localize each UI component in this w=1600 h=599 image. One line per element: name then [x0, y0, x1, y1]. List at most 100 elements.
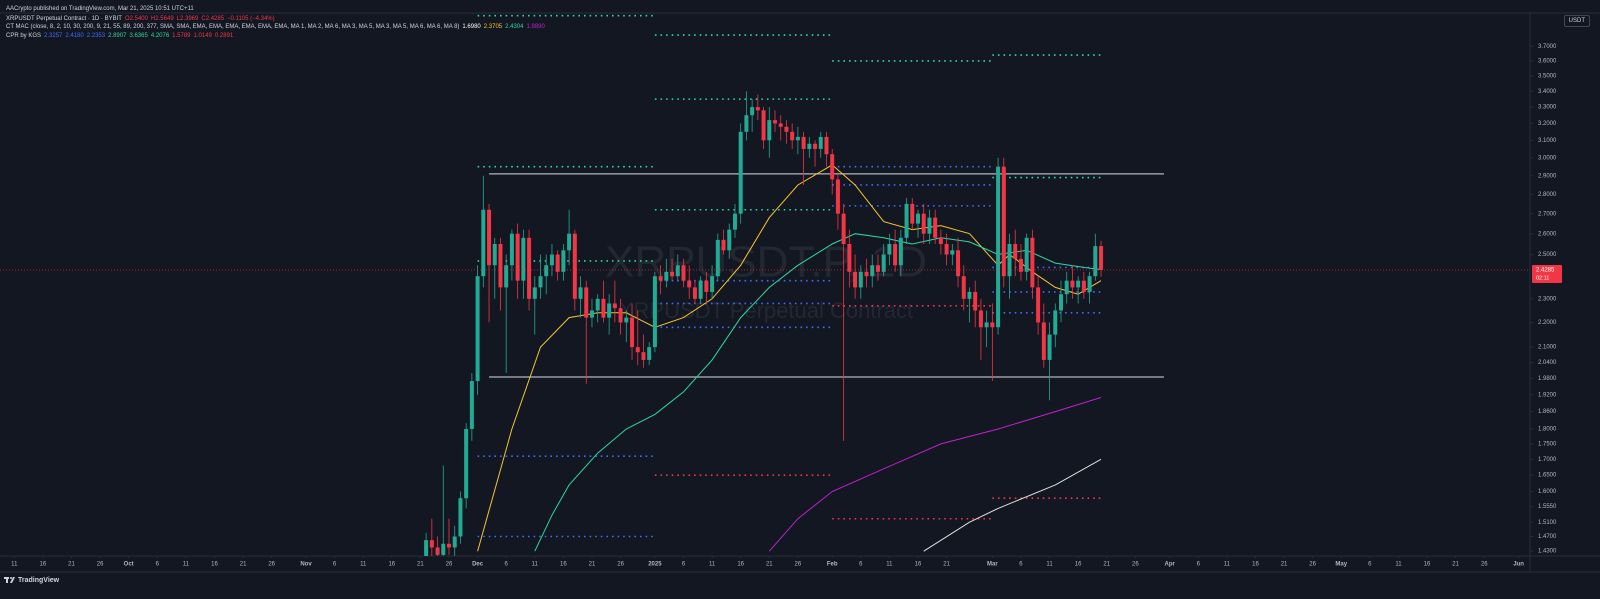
candle-body: [1001, 166, 1006, 277]
candle-body: [664, 271, 669, 281]
candle-body: [561, 250, 566, 272]
candle-body: [670, 271, 675, 277]
candle-body: [853, 271, 858, 288]
x-tick-label: Jun: [1513, 562, 1524, 568]
x-tick-label: 21: [943, 562, 950, 568]
legend-row: CT MAC (close, 8, 2, 10, 30, 200, 9, 21,…: [6, 23, 548, 32]
candle-body: [893, 244, 898, 266]
x-tick-label: 26: [1309, 562, 1316, 568]
candle-body: [898, 237, 903, 266]
candle-body: [801, 136, 806, 149]
candle-body: [784, 126, 789, 132]
y-tick-label: 1.4700: [1538, 534, 1557, 540]
legend-item: CPR by KGS: [6, 32, 42, 39]
legend-item: 1.5789: [172, 32, 191, 39]
x-tick-label: 21: [1281, 562, 1288, 568]
candle-body: [452, 536, 457, 548]
candle-body: [1007, 244, 1012, 277]
y-tick-label: 2.8000: [1538, 192, 1557, 198]
x-tick-label: 21: [589, 562, 596, 568]
x-tick-label: 6: [1368, 562, 1372, 568]
x-tick-label: Apr: [1164, 562, 1175, 568]
x-tick-label: 11: [709, 562, 716, 568]
candle-body: [956, 250, 961, 277]
candle-body: [1099, 246, 1104, 270]
x-tick-label: May: [1335, 562, 1347, 568]
x-tick-label: 6: [859, 562, 863, 568]
candle-body: [1047, 334, 1052, 360]
candle-body: [1013, 244, 1018, 259]
x-tick-label: 16: [737, 562, 744, 568]
x-tick-label: 26: [1481, 562, 1488, 568]
candle-body: [635, 347, 640, 353]
candle-body: [807, 143, 812, 149]
y-tick-label: 1.9800: [1538, 376, 1557, 382]
candle-body: [738, 131, 743, 214]
candle-body: [973, 291, 978, 311]
x-tick-label: 26: [268, 562, 275, 568]
x-tick-label: 16: [211, 562, 218, 568]
candle-body: [910, 203, 915, 224]
currency-button[interactable]: USDT: [1563, 15, 1590, 27]
x-tick-label: 11: [1224, 562, 1231, 568]
candle-body: [732, 213, 737, 230]
legend-item: 1.0149: [193, 32, 212, 39]
x-tick-label: 16: [560, 562, 567, 568]
byline: AACrypto published on TradingView.com, M…: [6, 6, 194, 12]
candle-body: [469, 381, 474, 429]
y-tick-label: 3.0000: [1538, 155, 1557, 161]
candle-body: [424, 540, 429, 556]
candle-body: [1024, 237, 1029, 272]
plot-area: [0, 14, 1530, 556]
x-tick-label: 21: [240, 562, 247, 568]
y-tick-label: 1.9200: [1538, 392, 1557, 398]
y-tick-label: 2.7000: [1538, 211, 1557, 217]
candle-body: [567, 233, 572, 251]
candle-body: [475, 276, 480, 382]
candle-body: [624, 317, 629, 323]
candle-body: [435, 547, 440, 555]
x-tick-label: 16: [1424, 562, 1431, 568]
countdown: 02:11: [1536, 275, 1549, 281]
candle-body: [841, 213, 846, 245]
candle-body: [830, 154, 835, 180]
candle-body: [607, 303, 612, 318]
ma-line: [923, 458, 1102, 552]
candle-body: [487, 209, 492, 266]
x-tick-label: 16: [1252, 562, 1259, 568]
candle-body: [710, 276, 715, 292]
candle-body: [589, 310, 594, 318]
legend: AACrypto published on TradingView.com, M…: [6, 5, 548, 40]
legend-item: L2.3969: [176, 15, 199, 22]
candle-body: [927, 217, 932, 234]
x-tick-label: 11: [1395, 562, 1402, 568]
candle-body: [704, 280, 709, 292]
candle-body: [824, 136, 829, 155]
candle-body: [727, 229, 732, 251]
candle-body: [687, 280, 692, 288]
legend-item: C2.4285: [201, 15, 225, 22]
y-tick-label: 3.7000: [1538, 44, 1557, 50]
legend-row: CPR by KGS 2.3257 2.4180 2.2353 2.8907 3.6365…: [6, 32, 548, 41]
candle-body: [681, 265, 686, 281]
x-tick-label: 26: [1132, 562, 1139, 568]
candle-body: [773, 120, 778, 124]
x-tick-label: Feb: [827, 562, 838, 568]
y-tick-label: 1.6500: [1538, 473, 1557, 479]
x-tick-label: 26: [446, 562, 453, 568]
candle-body: [858, 271, 863, 288]
y-tick-label: 2.0400: [1538, 360, 1557, 366]
candle-body: [515, 233, 520, 281]
legend-item: 2.3705: [483, 24, 503, 30]
candle-body: [595, 298, 600, 311]
candle-body: [544, 265, 549, 277]
axes: 3.7000 3.6000 3.5000 3.4000 3.3000 3.2000 3.10…: [11, 44, 1562, 568]
candle-body: [538, 276, 543, 288]
x-tick-label: 6: [156, 562, 160, 568]
legend-item: 2.4180: [65, 32, 84, 39]
candle-body: [509, 233, 514, 266]
x-tick-label: 2025: [648, 562, 662, 568]
y-tick-label: 2.3000: [1538, 296, 1557, 302]
candle-body: [978, 310, 983, 328]
